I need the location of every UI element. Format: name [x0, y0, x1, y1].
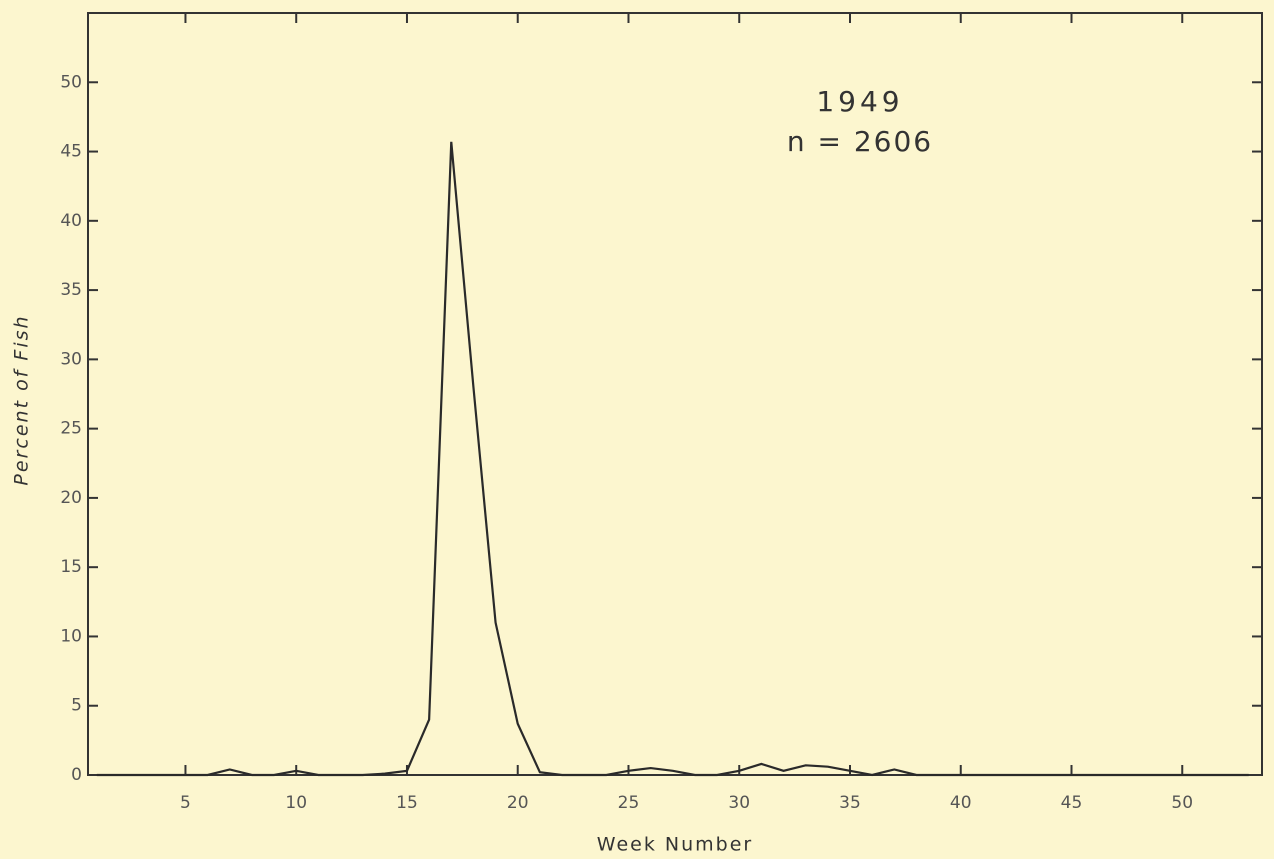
y-tick-label: 25 — [60, 419, 82, 439]
y-tick-label: 15 — [60, 557, 82, 577]
y-tick-label: 50 — [60, 72, 82, 92]
x-tick-label: 25 — [618, 793, 640, 813]
y-tick-label: 10 — [60, 626, 82, 646]
plot-frame — [87, 12, 1263, 776]
y-tick-label: 35 — [60, 280, 82, 300]
annotation: n = 2606 — [787, 125, 933, 158]
annotation: 1949 — [816, 85, 903, 118]
x-tick-label: 45 — [1061, 793, 1083, 813]
x-tick-label: 20 — [507, 793, 529, 813]
x-tick-label: 5 — [180, 793, 191, 813]
y-tick-label: 5 — [71, 696, 82, 716]
y-tick-label: 45 — [60, 142, 82, 162]
y-tick-label: 0 — [71, 765, 82, 785]
data-line — [96, 141, 1249, 777]
x-axis-label: Week Number — [597, 834, 753, 856]
x-tick-label: 50 — [1171, 793, 1193, 813]
x-tick-label: 10 — [285, 793, 307, 813]
x-tick-label: 35 — [839, 793, 861, 813]
y-tick-label: 30 — [60, 349, 82, 369]
y-axis-label: Percent of Fish — [11, 314, 33, 485]
x-tick-label: 40 — [950, 793, 972, 813]
x-tick-label: 30 — [728, 793, 750, 813]
y-tick-label: 40 — [60, 211, 82, 231]
y-tick-label: 20 — [60, 488, 82, 508]
x-tick-label: 15 — [396, 793, 418, 813]
